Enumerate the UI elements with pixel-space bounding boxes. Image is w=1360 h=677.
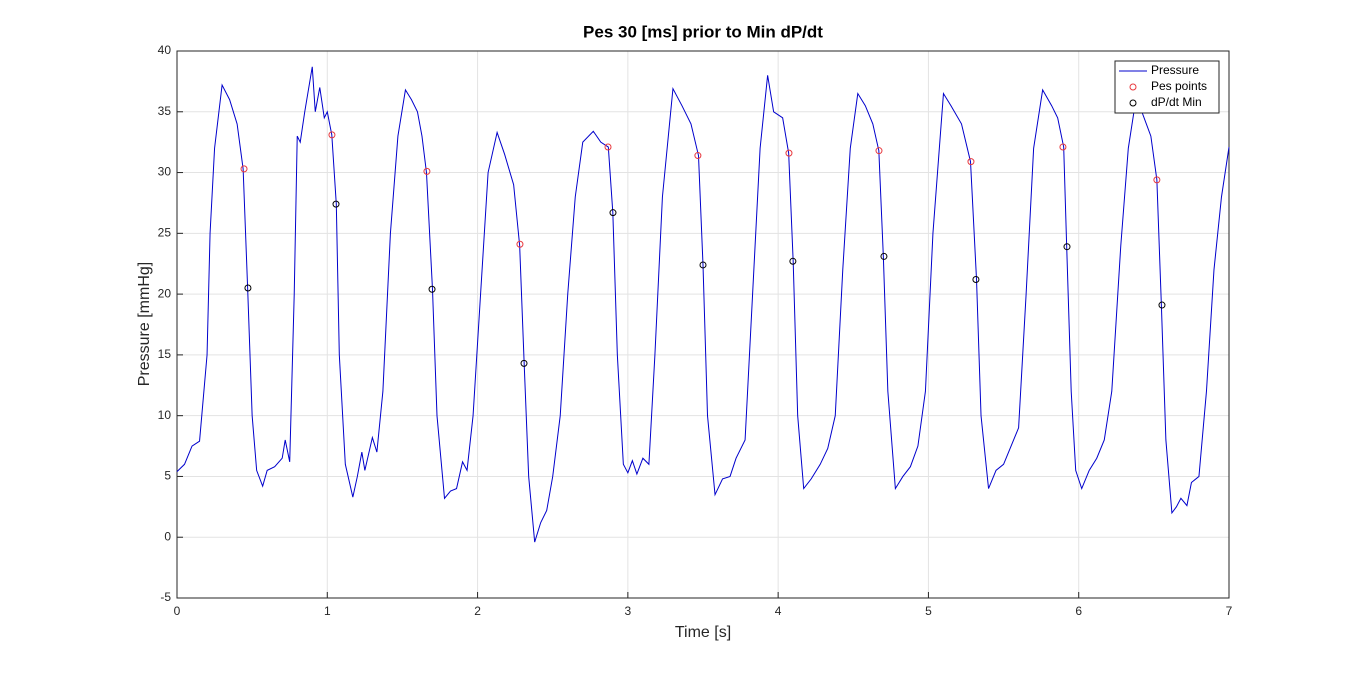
- x-tick-label: 6: [1075, 604, 1082, 618]
- y-axis-label: Pressure [mmHg]: [136, 262, 153, 386]
- point: [880, 252, 888, 260]
- point: [428, 285, 436, 293]
- x-tick-label: 2: [474, 604, 481, 618]
- point: [609, 209, 617, 217]
- point: [520, 359, 528, 367]
- y-tick-label: 15: [158, 347, 172, 361]
- point: [1063, 243, 1071, 251]
- point: [332, 200, 340, 208]
- point: [699, 261, 707, 269]
- point: [516, 240, 524, 248]
- y-tick-label: 20: [158, 286, 172, 300]
- x-tick-label: 5: [925, 604, 932, 618]
- y-tick-label: -5: [160, 590, 171, 604]
- legend-swatch: [1129, 83, 1137, 91]
- plot-frame: [176, 50, 1230, 599]
- x-tick-label: 1: [324, 604, 331, 618]
- chart-title: Pes 30 [ms] prior to Min dP/dt: [583, 22, 823, 41]
- legend-label: Pes points: [1151, 79, 1207, 93]
- plot-area: [177, 51, 1229, 598]
- point: [240, 165, 248, 173]
- legend-box: [1114, 60, 1220, 114]
- point: [972, 276, 980, 284]
- y-tick-label: 40: [158, 43, 172, 57]
- point: [1059, 143, 1067, 151]
- point: [789, 257, 797, 265]
- x-tick-label: 0: [174, 604, 181, 618]
- point: [244, 284, 252, 292]
- y-tick-label: 10: [158, 408, 172, 422]
- x-axis-label: Time [s]: [675, 624, 731, 641]
- x-tick-label: 3: [625, 604, 632, 618]
- y-tick-label: 5: [164, 469, 171, 483]
- point: [694, 152, 702, 160]
- point: [1153, 176, 1161, 184]
- point: [1158, 301, 1166, 309]
- point: [785, 149, 793, 157]
- legend-label: dP/dt Min: [1151, 95, 1202, 109]
- legend-swatch: [1129, 99, 1137, 107]
- point: [423, 167, 431, 175]
- point: [604, 143, 612, 151]
- y-tick-label: 25: [158, 226, 172, 240]
- y-tick-label: 0: [164, 529, 171, 543]
- pressure-line: [176, 66, 1230, 543]
- x-tick-label: 4: [775, 604, 782, 618]
- legend-label: Pressure: [1151, 63, 1199, 77]
- y-tick-label: 30: [158, 165, 172, 179]
- point: [328, 131, 336, 139]
- point: [967, 158, 975, 166]
- point: [875, 147, 883, 155]
- x-tick-label: 7: [1226, 604, 1233, 618]
- y-tick-label: 35: [158, 104, 172, 118]
